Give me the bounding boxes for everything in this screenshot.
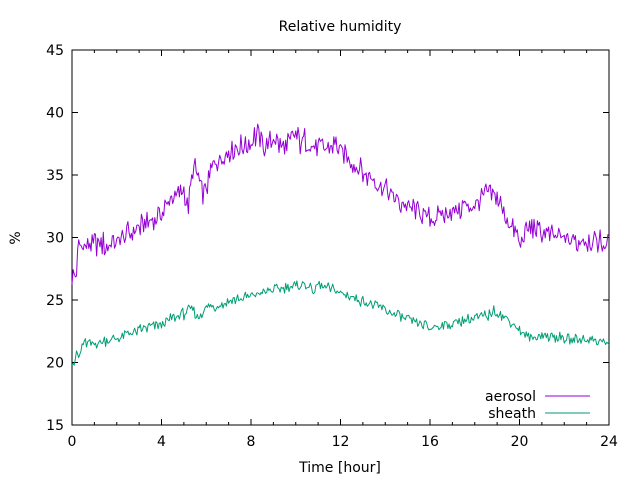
legend-label-aerosol: aerosol (485, 389, 536, 405)
x-tick-label: 20 (511, 434, 529, 450)
chart-title: Relative humidity (279, 19, 402, 35)
x-tick-label: 12 (332, 434, 350, 450)
y-tick-label: 30 (46, 231, 64, 247)
y-tick-label: 20 (46, 356, 64, 372)
series-group (71, 123, 610, 366)
y-tick-label: 40 (46, 106, 64, 122)
plot-frame (71, 49, 610, 426)
y-tick-label: 15 (46, 418, 64, 434)
y-tick-label: 25 (46, 293, 64, 309)
x-axis: 0 4 8 12 16 20 24 (68, 50, 618, 450)
y-tick-label: 35 (46, 168, 64, 184)
series-line-aerosol (71, 123, 610, 285)
x-tick-label: 16 (421, 434, 439, 450)
x-tick-label: 4 (157, 434, 166, 450)
legend-label-sheath: sheath (488, 406, 536, 422)
y-axis: 15 20 25 30 35 40 45 (46, 43, 609, 434)
x-axis-label: Time [hour] (298, 460, 381, 476)
y-axis-label: % (8, 231, 24, 244)
series-line-sheath (71, 280, 610, 366)
y-tick-label: 45 (46, 43, 64, 59)
x-tick-label: 0 (68, 434, 77, 450)
x-tick-label: 24 (600, 434, 618, 450)
x-tick-label: 8 (247, 434, 256, 450)
